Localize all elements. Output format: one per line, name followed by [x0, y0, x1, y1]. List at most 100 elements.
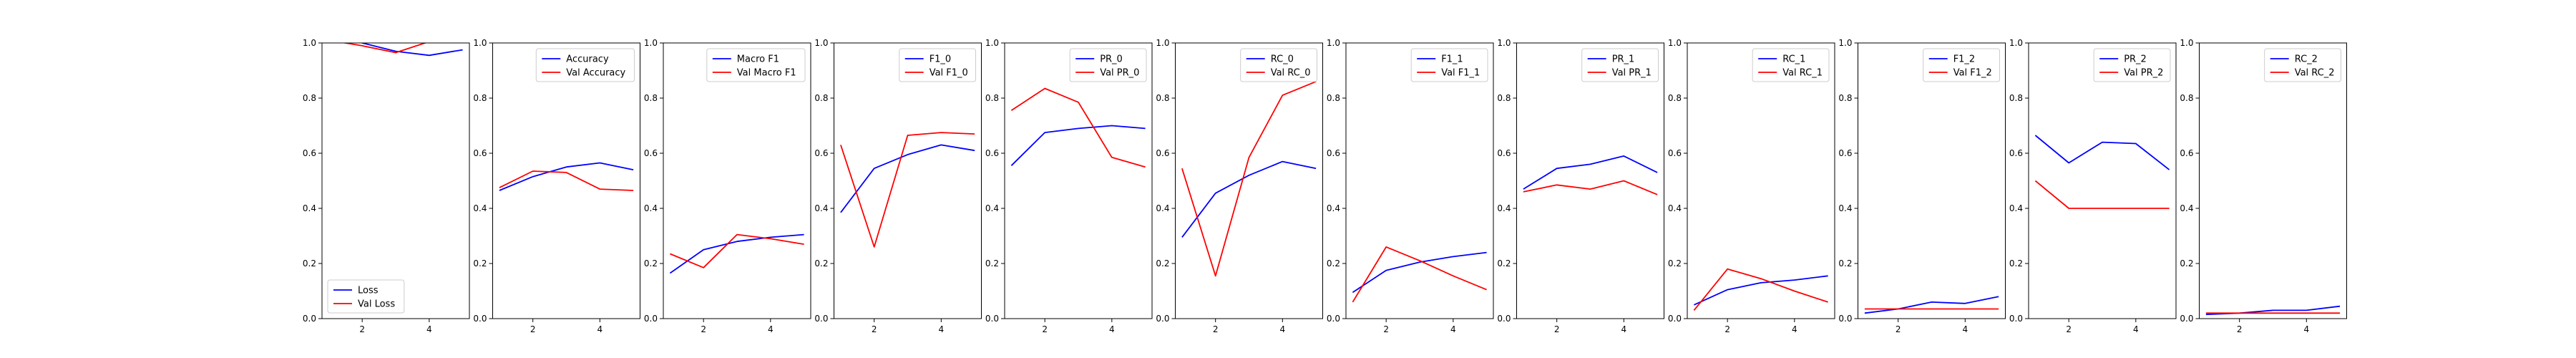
y-tick-label: 0.4: [814, 203, 828, 213]
x-tick-label: 4: [2303, 324, 2309, 334]
x-tick-label: 2: [2066, 324, 2072, 334]
y-tick-label: 0.8: [985, 93, 999, 103]
legend-label: Val Loss: [358, 299, 395, 310]
y-tick-label: 1.0: [2009, 38, 2023, 48]
legend-label: F1_1: [1441, 54, 1463, 65]
legend-label: Accuracy: [566, 54, 609, 65]
x-tick-label: 4: [1450, 324, 1456, 334]
legend-box: [1069, 48, 1147, 82]
y-tick-label: 0.6: [2180, 148, 2193, 158]
legend-label: RC_0: [1271, 54, 1294, 65]
x-tick-label: 2: [872, 324, 877, 334]
train-series-line: [1352, 251, 1487, 294]
x-tick-label: 2: [2237, 324, 2243, 334]
y-tick-label: 0.6: [985, 148, 999, 158]
subplot-12: 0.0 0.2 0.4 0.6 0.8 1.0 2 4 RC_2 Val RC_2: [2180, 38, 2347, 334]
train-series-line: [1010, 125, 1146, 166]
axes-frame: [2028, 42, 2177, 319]
series-group: [1181, 81, 1317, 277]
series-group: [1523, 155, 1658, 195]
y-tick-label: 0.0: [1838, 314, 1852, 324]
legend-label: Val Macro F1: [737, 68, 796, 79]
subplot-8: 0.0 0.2 0.4 0.6 0.8 1.0 2 4 PR_1 Val PR_1: [1497, 38, 1664, 334]
x-tick-label: 2: [530, 324, 536, 334]
axes-frame: [1004, 42, 1153, 319]
legend-box: [1923, 48, 2000, 82]
y-tick-label: 0.2: [2009, 258, 2023, 268]
y-tick-label: 0.6: [1156, 148, 1169, 158]
x-tick-label: 2: [1383, 324, 1389, 334]
y-tick-label: 0.8: [303, 93, 316, 103]
y-tick-label: 0.4: [473, 203, 487, 213]
y-tick-label: 1.0: [2180, 38, 2193, 48]
legend: F1_1 Val F1_1: [1410, 48, 1488, 82]
legend-label: PR_2: [2124, 54, 2147, 65]
y-tick-label: 0.2: [1497, 258, 1511, 268]
train-series-line: [499, 162, 634, 191]
y-tick-label: 0.8: [1838, 93, 1852, 103]
axes-frame: [1687, 42, 1835, 319]
y-tick-label: 0.6: [1838, 148, 1852, 158]
series-group: [669, 233, 804, 274]
axes-frame: [1175, 42, 1323, 319]
y-tick-label: 0.0: [2180, 314, 2193, 324]
y-tick-label: 0.4: [2180, 203, 2193, 213]
y-tick-label: 0.2: [644, 258, 658, 268]
subplot-9: 0.0 0.2 0.4 0.6 0.8 1.0 2 4 RC_1 Val RC_1: [1668, 38, 1835, 334]
y-tick-label: 0.8: [644, 93, 658, 103]
y-tick-label: 0.6: [303, 148, 316, 158]
legend-label: F1_2: [1953, 54, 1976, 65]
legend-label: Val F1_2: [1953, 68, 1992, 79]
y-tick-label: 1.0: [303, 38, 316, 48]
val-series-line: [1010, 87, 1146, 168]
x-tick-label: 4: [1279, 324, 1285, 334]
y-tick-label: 0.4: [1327, 203, 1340, 213]
legend-label: F1_0: [930, 54, 952, 65]
train-series-line: [361, 43, 463, 57]
series-group: [341, 43, 463, 57]
y-tick-label: 0.4: [1838, 203, 1852, 213]
y-tick-label: 0.2: [2180, 258, 2193, 268]
legend: PR_1 Val PR_1: [1581, 48, 1659, 82]
subplot-2: 0.0 0.2 0.4 0.6 0.8 1.0 2 4 Accuracy Val Accuracy: [473, 38, 640, 334]
subplot-6: 0.0 0.2 0.4 0.6 0.8 1.0 2 4 RC_0 Val RC_0: [1156, 38, 1323, 334]
x-tick-label: 4: [1792, 324, 1797, 334]
legend-label: RC_1: [1782, 54, 1805, 65]
y-tick-label: 0.0: [1327, 314, 1340, 324]
subplot-1: 0.0 0.2 0.4 0.6 0.8 1.0 2 4 Loss Val Loss: [303, 38, 470, 334]
y-tick-label: 0.4: [644, 203, 658, 213]
subplot-3: 0.0 0.2 0.4 0.6 0.8 1.0 2 4 Macro F1 Val Macro F1: [644, 38, 811, 334]
x-tick-label: 2: [1042, 324, 1048, 334]
val-series-line: [1352, 246, 1487, 303]
axes-frame: [321, 42, 470, 319]
legend: Loss Val Loss: [327, 279, 405, 314]
y-tick-label: 0.6: [2009, 148, 2023, 158]
y-tick-label: 0.8: [2009, 93, 2023, 103]
y-tick-label: 0.6: [644, 148, 658, 158]
series-group: [2034, 135, 2170, 209]
y-tick-label: 0.0: [1156, 314, 1169, 324]
y-tick-label: 1.0: [1327, 38, 1340, 48]
y-tick-label: 0.4: [1156, 203, 1169, 213]
x-tick-label: 2: [1896, 324, 1901, 334]
legend-box: [2264, 48, 2341, 82]
y-tick-label: 0.4: [1497, 203, 1511, 213]
y-tick-label: 0.2: [985, 258, 999, 268]
y-tick-label: 0.4: [2009, 203, 2023, 213]
axes-frame: [1858, 42, 2006, 319]
y-tick-label: 0.0: [814, 314, 828, 324]
y-tick-label: 0.8: [1327, 93, 1340, 103]
y-tick-label: 1.0: [644, 38, 658, 48]
y-tick-label: 0.0: [473, 314, 487, 324]
legend-label: Val F1_1: [1441, 68, 1480, 79]
train-series-line: [1864, 296, 1999, 314]
train-series-line: [1523, 155, 1658, 190]
x-tick-label: 4: [2133, 324, 2139, 334]
series-group: [1010, 87, 1146, 168]
legend: PR_2 Val PR_2: [2093, 48, 2171, 82]
val-series-line: [1523, 180, 1658, 195]
legend-label: Macro F1: [737, 54, 779, 65]
y-tick-label: 0.0: [985, 314, 999, 324]
subplot-10: 0.0 0.2 0.4 0.6 0.8 1.0 2 4 F1_2 Val F1_2: [1838, 38, 2006, 334]
legend: PR_0 Val PR_0: [1069, 48, 1147, 82]
